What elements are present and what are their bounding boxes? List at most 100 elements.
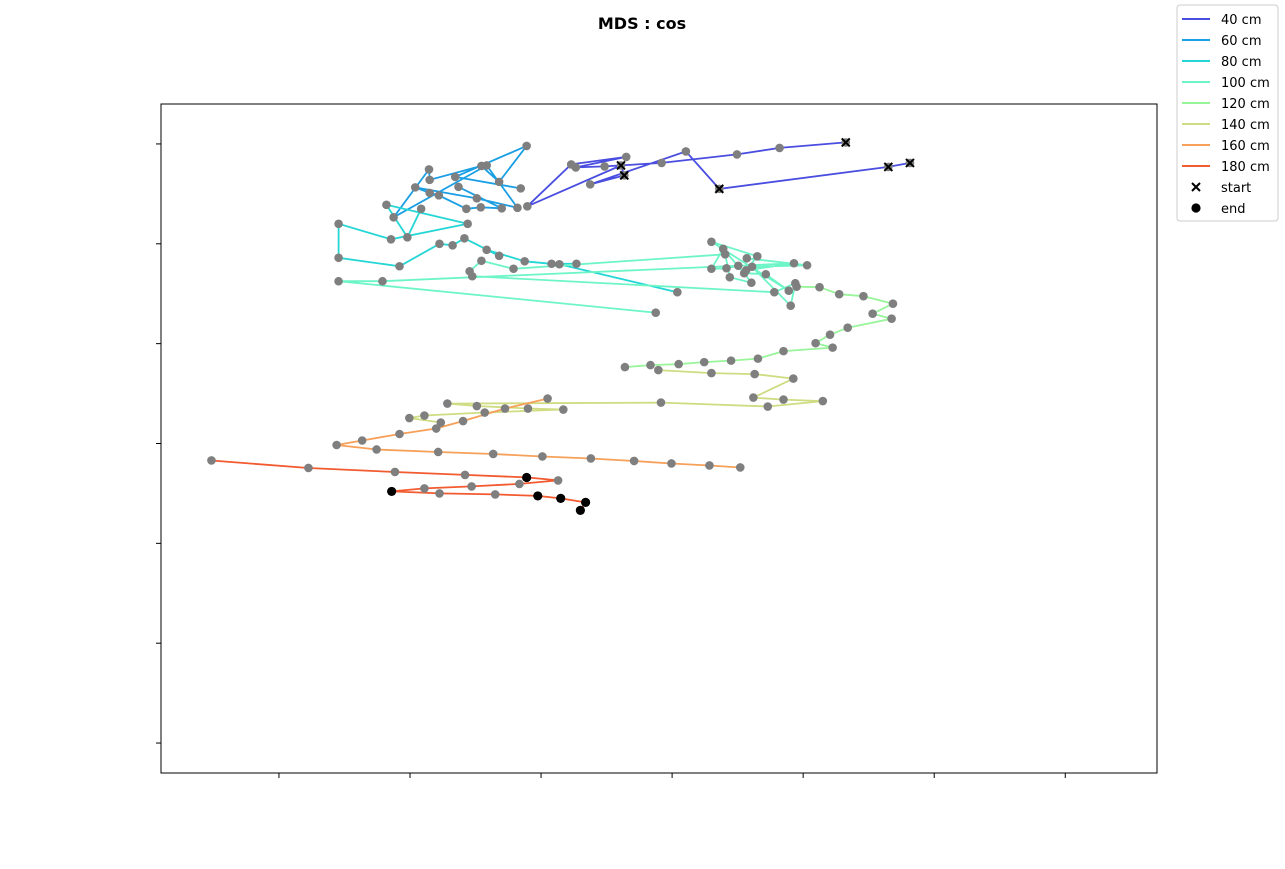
data-point	[553, 476, 563, 485]
data-point	[726, 356, 736, 365]
start-marker	[616, 160, 626, 171]
data-point	[480, 408, 490, 417]
data-point	[488, 449, 498, 459]
plot-area	[156, 103, 1158, 778]
data-point	[431, 424, 441, 433]
start-end-markers	[387, 137, 915, 515]
data-point	[500, 404, 510, 413]
data-point	[513, 203, 522, 213]
data-point	[620, 362, 630, 372]
data-point	[460, 233, 469, 243]
data-point	[707, 368, 716, 378]
data-point	[750, 369, 759, 379]
data-point	[621, 152, 631, 162]
series-line-60-cm	[392, 143, 530, 219]
data-point	[770, 287, 779, 297]
data-point	[572, 259, 581, 269]
data-point	[334, 219, 343, 229]
legend-label: 160 cm	[1221, 139, 1270, 154]
legend-item-180-cm: 180 cm	[1182, 160, 1270, 175]
data-point	[410, 183, 420, 192]
data-point	[515, 479, 524, 489]
data-point	[586, 454, 596, 463]
data-point	[559, 405, 568, 414]
series-lines	[211, 141, 911, 511]
legend-label: 80 cm	[1221, 55, 1262, 70]
end-marker	[533, 491, 543, 501]
legend-label: 140 cm	[1221, 118, 1270, 133]
data-point	[332, 440, 341, 450]
data-point	[207, 456, 216, 465]
data-point	[752, 251, 762, 261]
chart-title: MDS : cos	[598, 14, 686, 33]
end-marker	[556, 493, 566, 504]
legend-label: 100 cm	[1221, 76, 1270, 91]
legend-item-80-cm: 80 cm	[1182, 55, 1262, 70]
data-point	[732, 150, 742, 159]
legend: 40 cm 60 cm 80 cm 100 cm 120 cm 140 cm 160 cm 1…	[1176, 4, 1279, 222]
data-point	[522, 202, 532, 211]
data-point	[775, 143, 784, 153]
legend-item-140-cm: 140 cm	[1182, 118, 1270, 133]
data-point	[733, 261, 743, 271]
data-point	[811, 338, 820, 348]
start-marker	[883, 162, 894, 172]
data-point	[494, 177, 504, 187]
data-point	[784, 286, 794, 296]
data-point	[458, 416, 468, 426]
legend-label: 120 cm	[1221, 97, 1270, 112]
data-point	[463, 219, 472, 229]
end-marker	[575, 505, 585, 515]
data-point	[460, 470, 470, 480]
data-point	[722, 263, 731, 273]
data-point	[494, 251, 504, 261]
data-point	[707, 237, 716, 247]
data-point	[656, 398, 666, 407]
end-marker	[522, 472, 532, 483]
data-point	[386, 234, 396, 244]
data-point	[761, 269, 771, 279]
data-point	[334, 276, 343, 286]
data-point	[435, 489, 444, 498]
series-line-140-cm	[409, 369, 823, 424]
legend-item-100-cm: 100 cm	[1182, 76, 1270, 91]
data-point	[749, 393, 758, 402]
data-point	[482, 245, 491, 255]
data-point	[522, 141, 531, 151]
data-point	[516, 184, 526, 193]
data-point	[476, 203, 486, 212]
data-point	[378, 276, 387, 286]
data-point	[887, 314, 896, 323]
data-point	[425, 175, 434, 185]
data-point	[435, 239, 444, 249]
start-marker	[619, 170, 629, 181]
series-line-100-cm	[338, 240, 808, 314]
y-ticks	[156, 143, 161, 744]
series-line-160-cm	[336, 397, 741, 469]
data-point	[818, 396, 828, 406]
data-point	[382, 200, 391, 210]
data-point	[433, 447, 443, 457]
start-marker	[841, 137, 851, 148]
data-point	[477, 256, 486, 266]
data-point	[725, 272, 735, 282]
data-point	[629, 456, 639, 466]
start-marker	[905, 158, 915, 168]
data-point	[357, 436, 367, 445]
data-point	[436, 418, 446, 427]
data-point	[509, 264, 518, 274]
data-point	[467, 482, 476, 491]
data-point	[538, 452, 547, 461]
data-point	[834, 289, 844, 299]
data-point	[523, 404, 533, 413]
series-line-40-cm	[526, 141, 911, 208]
data-point	[547, 259, 556, 269]
data-point	[657, 158, 666, 168]
data-point	[425, 188, 434, 198]
data-point	[389, 213, 398, 222]
data-point	[424, 165, 434, 174]
axes-frame	[160, 103, 1158, 774]
data-point	[654, 365, 663, 375]
data-point	[681, 147, 691, 156]
